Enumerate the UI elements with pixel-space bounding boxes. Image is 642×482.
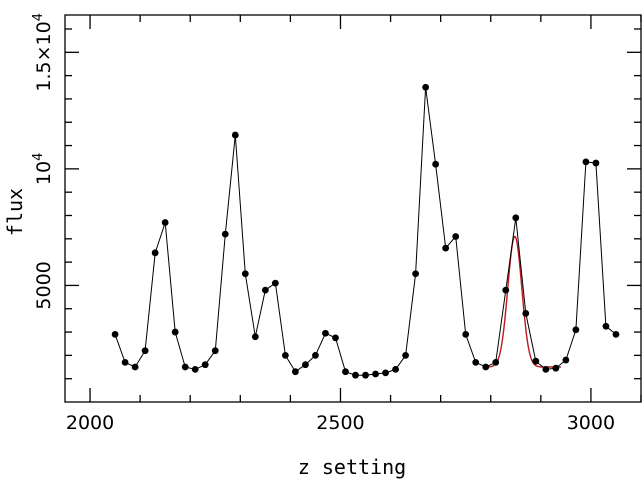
series-line xyxy=(114,87,617,376)
data-point-13 xyxy=(241,270,249,278)
x-tick-label-0: 2000 xyxy=(66,412,114,434)
data-point-28 xyxy=(392,365,399,373)
data-point-47 xyxy=(582,158,590,166)
data-point-7 xyxy=(181,363,189,371)
data-point-5 xyxy=(161,219,169,226)
data-point-2 xyxy=(131,363,139,371)
data-point-38 xyxy=(492,358,500,366)
y-tick-label-0: 5000 xyxy=(33,261,55,309)
data-point-3 xyxy=(141,347,149,355)
x-tick-label-1: 2500 xyxy=(316,412,364,434)
data-point-41 xyxy=(522,310,530,317)
data-point-34 xyxy=(452,233,460,240)
data-point-9 xyxy=(201,361,209,369)
data-point-24 xyxy=(352,371,359,379)
data-point-40 xyxy=(512,214,520,222)
data-point-26 xyxy=(372,370,379,378)
data-point-16 xyxy=(271,279,279,287)
data-point-23 xyxy=(342,368,349,376)
data-point-48 xyxy=(592,159,600,167)
data-point-31 xyxy=(422,83,430,91)
data-point-1 xyxy=(121,358,129,366)
data-point-4 xyxy=(151,249,159,257)
data-point-43 xyxy=(542,365,550,373)
data-point-32 xyxy=(432,160,440,168)
data-point-46 xyxy=(572,326,580,334)
data-point-11 xyxy=(221,230,229,238)
data-point-10 xyxy=(211,347,219,355)
y-tick-labels: 5000 104 1.5×104 xyxy=(31,13,55,310)
data-point-25 xyxy=(362,371,369,379)
gaussian-fit-line xyxy=(485,235,561,368)
y-tick-label-1: 104 xyxy=(31,153,55,185)
data-point-12 xyxy=(231,131,239,139)
plot-frame xyxy=(64,14,642,403)
y-tick-label-2: 1.5×104 xyxy=(31,13,55,92)
data-series-line xyxy=(114,87,617,376)
data-point-14 xyxy=(251,333,259,341)
data-point-21 xyxy=(322,329,329,337)
data-point-22 xyxy=(332,334,339,342)
data-point-50 xyxy=(612,330,620,338)
data-point-35 xyxy=(462,330,470,338)
axis-ticks xyxy=(65,15,642,402)
data-point-15 xyxy=(261,286,269,294)
data-point-0 xyxy=(111,330,119,338)
data-point-49 xyxy=(602,322,610,330)
data-point-30 xyxy=(412,270,420,278)
x-tick-label-2: 3000 xyxy=(567,412,615,434)
data-point-20 xyxy=(312,351,319,359)
data-point-8 xyxy=(191,365,199,373)
data-point-37 xyxy=(482,363,490,371)
data-point-29 xyxy=(402,351,409,359)
data-point-45 xyxy=(562,356,570,364)
data-point-39 xyxy=(502,286,510,294)
x-tick-labels: 2000 2500 3000 xyxy=(66,412,615,434)
y-axis-label: flux xyxy=(3,188,27,236)
data-point-36 xyxy=(472,358,480,366)
data-point-44 xyxy=(552,364,560,372)
data-point-33 xyxy=(442,244,450,252)
data-point-27 xyxy=(382,369,389,377)
data-point-17 xyxy=(281,351,289,359)
data-point-19 xyxy=(302,361,309,369)
data-point-42 xyxy=(532,357,540,365)
data-point-18 xyxy=(292,368,299,376)
data-point-6 xyxy=(171,328,179,336)
gaussian-fit-series xyxy=(485,235,561,368)
data-points xyxy=(111,83,620,379)
x-axis-label: z setting xyxy=(298,455,406,479)
